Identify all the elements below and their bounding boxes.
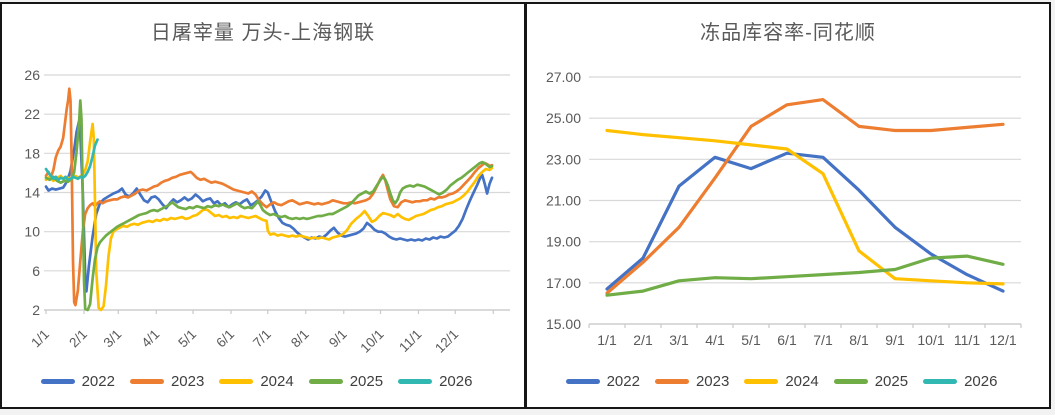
x-tick-label: 12/1 [432,327,461,356]
x-tick-label: 6/1 [213,327,237,351]
y-tick-label: 17.00 [546,275,581,291]
y-tick-label: 22 [24,106,40,122]
legend-swatch-2026 [923,379,958,384]
y-tick-label: 27.00 [546,69,581,85]
y-tick-label: 2 [32,302,40,318]
legend-label-2024: 2024 [785,373,819,390]
series-line-2024 [44,122,494,312]
x-tick-label: 11/1 [396,327,424,355]
legend-swatch-2025 [308,379,343,384]
legend-swatch-2023 [654,379,689,384]
left-chart-panel: 日屠宰量 万头-上海钢联 26 22 18 14 10 6 2 1/1 2/1 3/1 4/1 5/1… [2,4,524,407]
y-tick-label: 23.00 [546,151,581,167]
legend-label-2024: 2024 [260,373,294,390]
right-chart-title: 冻品库容率-同花顺 [700,22,876,44]
x-tick-label: 11/1 [954,332,980,348]
x-tick-label: 3/1 [101,327,125,351]
legend-item-2024: 2024 [744,373,831,390]
left-chart-plot: 26 22 18 14 10 6 2 1/1 2/1 3/1 4/1 5/1 6/1 7/1 8/1 9/1 1… [24,67,510,356]
x-tick-label: 4/1 [705,332,725,348]
legend-item-2026: 2026 [923,373,1010,390]
y-tick-label: 26 [24,67,40,83]
x-tick-label: 10/1 [357,327,386,356]
legend-item-2022: 2022 [565,373,653,390]
x-tick-label: 2/1 [66,327,90,351]
right-chart-plot: 27.00 25.00 23.00 21.00 19.00 17.00 15.00 1/1 2/… [546,69,1022,348]
series-line-2025 [44,99,494,312]
x-tick-label: 1/1 [597,332,617,348]
legend-label-2026: 2026 [439,373,473,390]
series-line-2024 [605,128,1005,286]
legend-swatch-2025 [833,379,868,384]
x-tick-label: 9/1 [885,332,905,348]
x-tick-label: 5/1 [175,327,199,351]
series-line-2022 [605,151,1005,293]
x-tick-label: 10/1 [917,332,944,348]
x-tick-label: 7/1 [813,332,833,348]
x-tick-label: 6/1 [777,332,797,348]
left-chart-title: 日屠宰量 万头-上海钢联 [150,22,376,44]
series-line-2025 [605,254,1005,297]
right-chart-legend: 2022 2023 2024 2025 2026 [527,373,1049,390]
series-line-2023 [44,87,494,307]
x-tick-label: 2/1 [633,332,653,348]
x-tick-label: 3/1 [669,332,689,348]
legend-swatch-2026 [398,379,433,384]
right-chart-panel: 冻品库容率-同花顺 27.00 25.00 23.00 21.00 19.00 17.00… [524,4,1049,407]
y-tick-label: 18 [24,145,40,161]
y-tick-label: 19.00 [546,234,581,250]
legend-item-2025: 2025 [308,373,396,390]
x-tick-label: 5/1 [741,332,761,348]
x-tick-label: 9/1 [326,327,350,351]
legend-label-2023: 2023 [170,373,205,390]
legend-swatch-2024 [744,379,779,384]
x-tick-label: 12/1 [989,332,1016,348]
x-tick-label: 1/1 [28,327,52,351]
legend-item-2022: 2022 [40,373,128,390]
legend-swatch-2022 [565,379,600,384]
legend-item-2025: 2025 [833,373,921,390]
chart-window: 日屠宰量 万头-上海钢联 26 22 18 14 10 6 2 1/1 2/1 3/1 4/1 5/1… [0,2,1051,409]
legend-item-2024: 2024 [219,373,306,390]
legend-label-2022: 2022 [81,373,115,390]
legend-label-2022: 2022 [606,373,640,390]
y-tick-label: 6 [32,263,40,279]
y-tick-label: 14 [24,185,40,201]
legend-item-2023: 2023 [654,373,742,390]
y-tick-label: 25.00 [546,110,581,126]
legend-swatch-2023 [129,379,164,384]
series-line-2026 [44,138,99,182]
legend-swatch-2022 [40,379,75,384]
legend-label-2025: 2025 [874,373,909,390]
x-tick-label: 7/1 [250,327,274,351]
series-line-2022 [44,119,494,293]
legend-item-2023: 2023 [129,373,217,390]
legend-label-2025: 2025 [349,373,384,390]
y-tick-label: 10 [24,224,40,240]
legend-swatch-2024 [219,379,254,384]
legend-label-2026: 2026 [964,373,998,390]
y-tick-label: 21.00 [546,193,581,209]
x-tick-label: 8/1 [288,327,312,351]
x-tick-label: 4/1 [139,327,163,351]
left-chart-legend: 2022 2023 2024 2025 2026 [2,373,524,390]
legend-item-2026: 2026 [398,373,485,390]
x-tick-label: 8/1 [849,332,869,348]
y-tick-label: 15.00 [546,316,581,332]
series-line-2023 [605,97,1005,295]
legend-label-2023: 2023 [695,373,730,390]
